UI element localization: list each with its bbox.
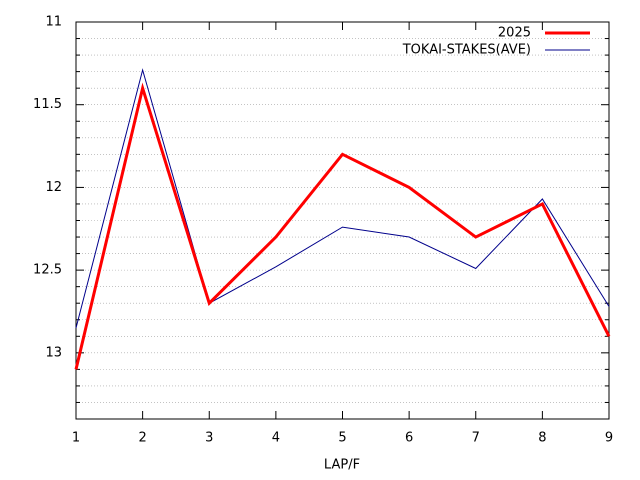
- x-axis-label: LAP/F: [324, 458, 360, 473]
- x-tick-label: 4: [272, 431, 280, 446]
- x-tick-label: 1: [72, 431, 80, 446]
- y-tick-label: 11: [45, 15, 62, 30]
- x-tick-label: 2: [138, 431, 146, 446]
- x-tick-label: 8: [538, 431, 546, 446]
- plot-frame: [75, 21, 610, 420]
- y-tick-label: 13: [45, 345, 62, 360]
- series-line: [75, 68, 610, 329]
- y-tick-label: 11.5: [33, 97, 62, 112]
- legend-label: TOKAI-STAKES(AVE): [402, 43, 531, 58]
- y-tick-label: 12.5: [33, 263, 62, 278]
- x-tick-label: 6: [405, 431, 413, 446]
- x-tick-label: 9: [605, 431, 613, 446]
- series-line: [74, 82, 611, 370]
- x-tick-label: 3: [205, 431, 213, 446]
- x-tick-label: 5: [338, 431, 346, 446]
- x-tick-label: 7: [472, 431, 480, 446]
- legend-label: 2025: [498, 26, 531, 41]
- y-tick-label: 12: [45, 180, 62, 195]
